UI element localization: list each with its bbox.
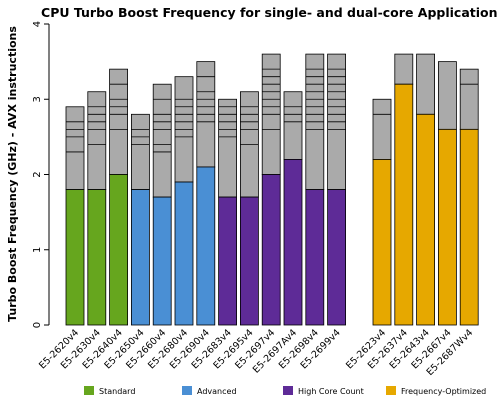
- bar-e5-2637v4: [394, 53, 414, 326]
- bar-base-segment: [196, 166, 216, 326]
- bar-e5-2699v4: [327, 53, 347, 326]
- bar-base-segment: [109, 174, 128, 326]
- bar-base-segment: [372, 159, 392, 326]
- legend-item-high-core-count: High Core Count: [283, 386, 364, 396]
- bar-e5-2650v4: [130, 113, 150, 326]
- chart-title: CPU Turbo Boost Frequency for single- an…: [41, 5, 497, 20]
- legend-label: Advanced: [197, 387, 237, 396]
- y-axis: 0 1 2 3 4: [32, 21, 50, 328]
- bar-e5-2683v4: [218, 98, 238, 326]
- legend-swatch: [182, 386, 192, 395]
- bar-base-segment: [283, 159, 303, 326]
- bar-base-segment: [416, 113, 436, 326]
- y-tick-label: 2: [32, 171, 43, 177]
- bar-base-segment: [437, 128, 457, 326]
- bar-e5-2643v4: [416, 53, 436, 326]
- legend-item-frequency-optimized: Frequency-Optimized: [386, 386, 486, 396]
- legend-label: Frequency-Optimized: [401, 387, 486, 396]
- bar-turbo-segment: [416, 53, 436, 115]
- bar-turbo-segment: [459, 68, 479, 130]
- bars: [65, 53, 479, 326]
- bar-e5-2620v4: [65, 106, 85, 326]
- bar-e5-2697v4: [261, 53, 281, 326]
- bar-base-segment: [65, 189, 85, 326]
- y-tick-label: 3: [32, 96, 43, 102]
- bar-base-segment: [152, 196, 172, 326]
- legend-swatch: [386, 386, 396, 395]
- bar-base-segment: [239, 196, 259, 326]
- bar-e5-2698v4: [305, 53, 325, 326]
- bar-turbo-segment: [109, 68, 128, 175]
- bar-turbo-segment: [65, 106, 85, 190]
- bar-turbo-segment: [394, 53, 414, 85]
- bar-e5-2667v4: [437, 61, 457, 326]
- bar-base-segment: [130, 189, 150, 326]
- bar-base-segment: [459, 128, 479, 326]
- bar-e5-2690v4: [196, 61, 216, 326]
- bar-turbo-segment: [130, 113, 150, 190]
- bar-base-segment: [87, 189, 107, 326]
- bar-turbo-segment: [437, 61, 457, 130]
- bar-e5-2623v4: [372, 98, 392, 326]
- legend: Standard Advanced High Core Count Frequency…: [84, 386, 486, 396]
- y-tick-label: 0: [32, 322, 43, 328]
- bar-e5-2640v4: [109, 68, 128, 326]
- bar-base-segment: [305, 189, 325, 326]
- y-axis-label: Turbo Boost Frequency (GHz) - AVX instru…: [6, 26, 19, 322]
- bar-turbo-segment: [372, 98, 392, 160]
- bar-base-segment: [218, 196, 238, 326]
- legend-label: High Core Count: [298, 387, 364, 396]
- bar-base-segment: [327, 189, 347, 326]
- bar-e5-2630v4: [87, 91, 107, 326]
- legend-swatch: [283, 386, 293, 395]
- bar-e5-2697av4: [283, 91, 303, 326]
- bar-turbo-segment: [152, 83, 172, 198]
- legend-swatch: [84, 386, 94, 395]
- legend-item-standard: Standard: [84, 386, 135, 396]
- bar-base-segment: [394, 83, 414, 326]
- bar-e5-2680v4: [174, 76, 194, 326]
- legend-item-advanced: Advanced: [182, 386, 237, 396]
- bar-base-segment: [261, 174, 281, 326]
- bar-e5-2687wv4: [459, 68, 479, 326]
- y-tick-label: 4: [32, 21, 43, 27]
- legend-label: Standard: [99, 387, 135, 396]
- bar-e5-2660v4: [152, 83, 172, 326]
- bar-e5-2695v4: [239, 91, 259, 326]
- bar-base-segment: [174, 181, 194, 326]
- bar-turbo-segment: [283, 91, 303, 160]
- x-axis-ticks: E5-2620v4E5-2630v4E5-2640v4E5-2650v4E5-2…: [37, 327, 475, 378]
- y-tick-label: 1: [32, 247, 43, 253]
